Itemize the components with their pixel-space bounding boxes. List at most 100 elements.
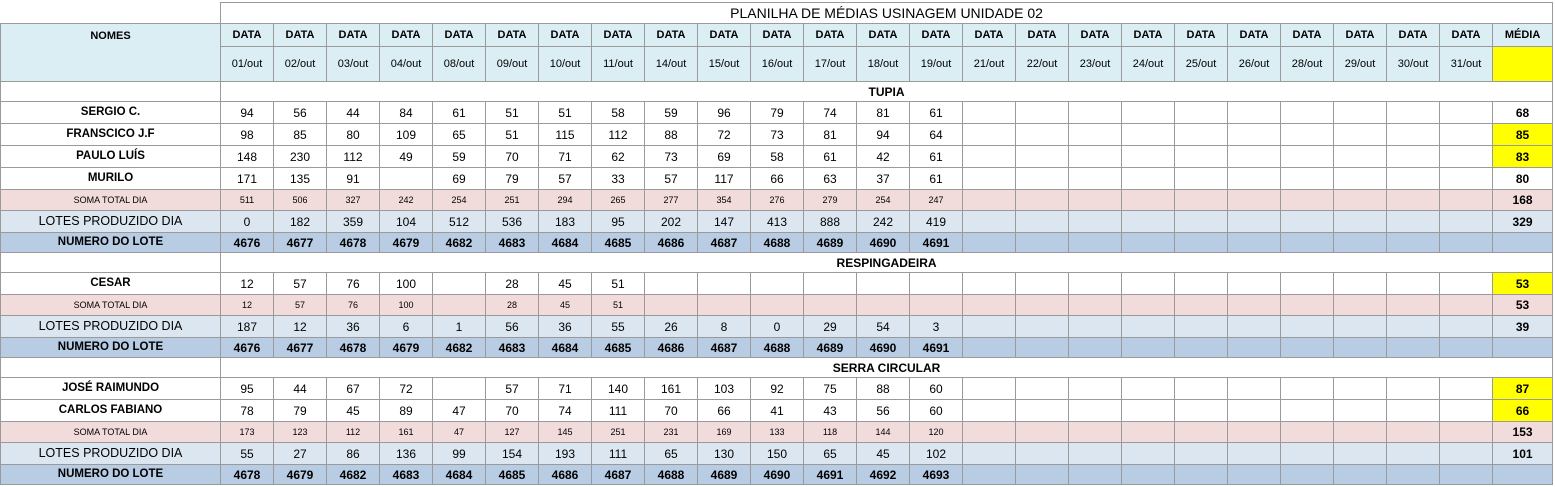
cell-value[interactable]: 242 (856, 210, 910, 233)
cell-value[interactable]: 37 (856, 167, 910, 190)
cell-value[interactable] (1280, 464, 1334, 485)
cell-value[interactable]: 51 (485, 101, 539, 124)
section-blank-cell[interactable] (0, 81, 221, 102)
cell-value[interactable]: 94 (220, 101, 274, 124)
cell-value[interactable]: 73 (750, 123, 804, 146)
cell-value[interactable]: 247 (909, 189, 963, 211)
cell-value[interactable]: 65 (803, 442, 857, 465)
cell-value[interactable]: 511 (220, 189, 274, 211)
cell-value[interactable] (1386, 294, 1440, 316)
cell-value[interactable] (962, 464, 1016, 485)
cell-value[interactable]: 118 (803, 421, 857, 443)
cell-value[interactable] (1439, 294, 1493, 316)
header-data-label[interactable]: DATA (1439, 23, 1493, 47)
row-label[interactable]: SOMA TOTAL DIA (0, 294, 221, 316)
cell-value[interactable] (1386, 101, 1440, 124)
cell-value[interactable] (1280, 145, 1334, 168)
cell-value[interactable] (1121, 232, 1175, 253)
cell-value[interactable]: 27 (273, 442, 327, 465)
header-date[interactable]: 14/out (644, 46, 698, 82)
cell-value[interactable] (1068, 421, 1122, 443)
cell-value[interactable]: 4689 (803, 337, 857, 358)
cell-value[interactable]: 231 (644, 421, 698, 443)
cell-value[interactable] (1121, 315, 1175, 338)
cell-value[interactable] (1068, 315, 1122, 338)
section-title[interactable]: RESPINGADEIRA (219, 252, 1554, 273)
cell-value[interactable]: 173 (220, 421, 274, 443)
row-label[interactable]: SOMA TOTAL DIA (0, 421, 221, 443)
cell-value[interactable] (1227, 145, 1281, 168)
cell-value[interactable] (1015, 377, 1069, 400)
cell-value[interactable] (1174, 377, 1228, 400)
cell-value[interactable] (1333, 442, 1387, 465)
cell-value[interactable] (1174, 232, 1228, 253)
header-date[interactable]: 15/out (697, 46, 751, 82)
cell-value[interactable] (1121, 123, 1175, 146)
cell-value[interactable]: 79 (485, 167, 539, 190)
cell-value[interactable]: 45 (856, 442, 910, 465)
header-data-label[interactable]: DATA (1121, 23, 1175, 47)
cell-value[interactable]: 4689 (803, 232, 857, 253)
cell-value[interactable] (1280, 377, 1334, 400)
cell-value[interactable] (1174, 442, 1228, 465)
cell-value[interactable] (1227, 337, 1281, 358)
cell-value[interactable]: 3 (909, 315, 963, 338)
cell-value[interactable] (962, 232, 1016, 253)
cell-value[interactable]: 109 (379, 123, 433, 146)
cell-value[interactable] (1280, 232, 1334, 253)
cell-value[interactable] (1121, 421, 1175, 443)
cell-value[interactable] (1386, 167, 1440, 190)
cell-value[interactable]: 59 (644, 101, 698, 124)
cell-value[interactable]: 242 (379, 189, 433, 211)
media-value[interactable]: 53 (1491, 294, 1554, 316)
cell-value[interactable]: 51 (485, 123, 539, 146)
cell-value[interactable]: 1 (432, 315, 486, 338)
cell-value[interactable]: 56 (856, 399, 910, 422)
cell-value[interactable]: 4682 (432, 232, 486, 253)
cell-value[interactable]: 117 (697, 167, 751, 190)
cell-value[interactable]: 127 (485, 421, 539, 443)
header-data-label[interactable]: DATA (1227, 23, 1281, 47)
cell-value[interactable] (1068, 189, 1122, 211)
header-data-label[interactable]: DATA (432, 23, 486, 47)
header-data-label[interactable]: DATA (1174, 23, 1228, 47)
cell-value[interactable]: 0 (750, 315, 804, 338)
cell-value[interactable] (1121, 464, 1175, 485)
header-data-label[interactable]: DATA (750, 23, 804, 47)
cell-value[interactable]: 123 (273, 421, 327, 443)
cell-value[interactable] (1439, 464, 1493, 485)
cell-value[interactable] (1121, 189, 1175, 211)
header-date[interactable]: 16/out (750, 46, 804, 82)
cell-value[interactable]: 279 (803, 189, 857, 211)
cell-value[interactable]: 4683 (485, 232, 539, 253)
cell-value[interactable]: 327 (326, 189, 380, 211)
cell-value[interactable]: 4690 (856, 337, 910, 358)
cell-value[interactable]: 100 (379, 272, 433, 295)
cell-value[interactable]: 115 (538, 123, 592, 146)
cell-value[interactable]: 72 (697, 123, 751, 146)
cell-value[interactable]: 64 (909, 123, 963, 146)
header-data-label[interactable]: DATA (1015, 23, 1069, 47)
cell-value[interactable] (1068, 167, 1122, 190)
cell-value[interactable]: 359 (326, 210, 380, 233)
section-blank-cell[interactable] (0, 357, 221, 378)
cell-value[interactable]: 88 (644, 123, 698, 146)
cell-value[interactable] (1280, 399, 1334, 422)
cell-value[interactable]: 4688 (750, 232, 804, 253)
cell-value[interactable] (962, 442, 1016, 465)
cell-value[interactable] (1015, 189, 1069, 211)
cell-value[interactable] (1121, 377, 1175, 400)
cell-value[interactable] (1439, 377, 1493, 400)
cell-value[interactable]: 150 (750, 442, 804, 465)
media-value[interactable] (1491, 232, 1554, 253)
cell-value[interactable]: 49 (379, 145, 433, 168)
row-label[interactable]: NUMERO DO LOTE (0, 337, 221, 358)
cell-value[interactable] (1439, 442, 1493, 465)
cell-value[interactable] (1280, 272, 1334, 295)
cell-value[interactable] (1068, 272, 1122, 295)
header-date[interactable]: 24/out (1121, 46, 1175, 82)
cell-value[interactable] (962, 210, 1016, 233)
cell-value[interactable]: 54 (856, 315, 910, 338)
cell-value[interactable] (1333, 123, 1387, 146)
header-data-label[interactable]: DATA (538, 23, 592, 47)
